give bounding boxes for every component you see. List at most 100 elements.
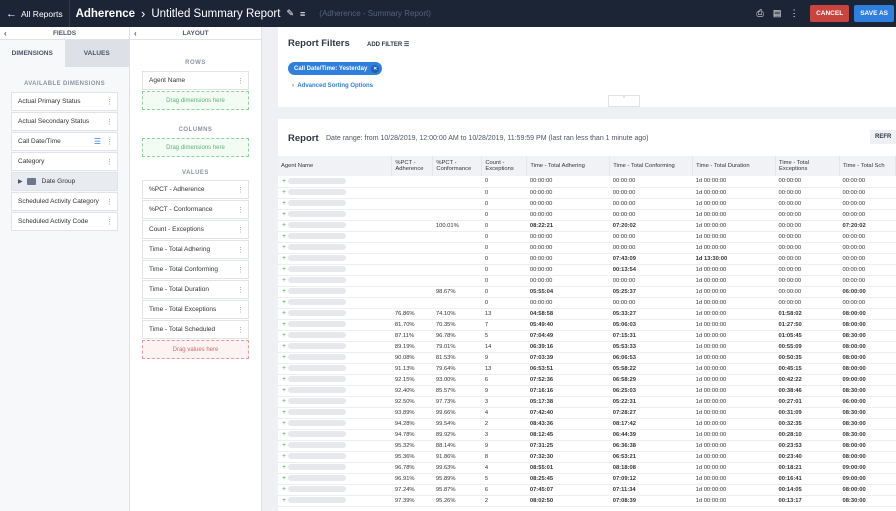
column-header[interactable]: Agent Name bbox=[278, 156, 393, 176]
expand-row-icon[interactable]: + bbox=[278, 231, 392, 243]
dimension-item[interactable]: Category ⋮ bbox=[11, 152, 118, 171]
expand-row-icon[interactable]: + bbox=[278, 297, 392, 309]
table-row[interactable]: + 0 00:00:00 00:00:00 1d 00:00:00 00:00:00 00… bbox=[278, 231, 896, 243]
drag-handle-icon[interactable]: ⋮ bbox=[237, 226, 244, 234]
refresh-button[interactable]: REFR bbox=[870, 130, 896, 144]
expand-row-icon[interactable]: + bbox=[278, 176, 392, 188]
table-row[interactable]: + 0 00:00:00 00:00:00 1d 00:00:00 00:00:00 00… bbox=[278, 275, 896, 287]
dimension-item[interactable]: Scheduled Activity Code ⋮ bbox=[11, 212, 118, 231]
value-item[interactable]: %PCT - Conformance ⋮ bbox=[142, 200, 249, 219]
expand-row-icon[interactable]: + bbox=[278, 187, 392, 199]
collapse-filters-tab[interactable]: ˆ bbox=[608, 95, 640, 107]
expand-row-icon[interactable]: + bbox=[278, 396, 392, 408]
drag-handle-icon[interactable]: ⋮ bbox=[237, 266, 244, 274]
expand-row-icon[interactable]: + bbox=[278, 473, 392, 485]
table-row[interactable]: + 0 00:00:00 00:13:54 1d 00:00:00 00:00:00 00… bbox=[278, 264, 896, 276]
table-row[interactable]: + 89.19% 79.01% 14 06:39:16 05:53:33 1d 00:00… bbox=[278, 341, 896, 353]
caret-right-icon[interactable]: ▶ bbox=[18, 179, 23, 185]
table-row[interactable]: + 81.70% 70.35% 7 05:49:40 05:06:03 1d 00:00:… bbox=[278, 319, 896, 331]
expand-row-icon[interactable]: + bbox=[278, 484, 392, 496]
expand-row-icon[interactable]: + bbox=[278, 407, 392, 419]
report-title[interactable]: Untitled Summary Report bbox=[151, 7, 281, 20]
printer-icon[interactable]: ⎙ bbox=[756, 8, 764, 18]
table-row[interactable]: + 87.11% 96.78% 5 07:04:49 07:15:31 1d 00:00:… bbox=[278, 330, 896, 342]
table-row[interactable]: + 94.78% 89.92% 3 08:12:45 06:44:39 1d 00:00:… bbox=[278, 429, 896, 441]
expand-row-icon[interactable]: + bbox=[278, 275, 392, 287]
collapse-left-icon[interactable]: ‹ bbox=[4, 29, 7, 38]
value-item[interactable]: Time - Total Exceptions ⋮ bbox=[142, 300, 249, 319]
kebab-icon[interactable]: ⋮ bbox=[789, 8, 799, 18]
all-reports-link[interactable]: ← All Reports bbox=[6, 8, 63, 20]
edit-description-icon[interactable]: ≡ bbox=[300, 8, 306, 19]
drag-handle-icon[interactable]: ⋮ bbox=[237, 77, 244, 85]
value-item[interactable]: Time - Total Duration ⋮ bbox=[142, 280, 249, 299]
expand-row-icon[interactable]: + bbox=[278, 253, 392, 265]
drag-handle-icon[interactable]: ⋮ bbox=[106, 98, 113, 106]
tab-dimensions[interactable]: DIMENSIONS bbox=[0, 40, 65, 67]
column-header[interactable]: %PCT - Conformance bbox=[432, 156, 483, 176]
dimension-group[interactable]: ▶ Date Group bbox=[11, 172, 118, 191]
drag-handle-icon[interactable]: ⋮ bbox=[237, 306, 244, 314]
expand-row-icon[interactable]: + bbox=[278, 495, 392, 507]
table-row[interactable]: + 98.67% 0 05:55:04 05:25:37 1d 00:00:00 00:0… bbox=[278, 286, 896, 298]
drag-handle-icon[interactable]: ⋮ bbox=[106, 118, 113, 126]
dimension-item[interactable]: Actual Secondary Status ⋮ bbox=[11, 112, 118, 131]
tab-values[interactable]: VALUES bbox=[64, 40, 129, 67]
filter-chip[interactable]: Call Date/Time: Yesterday ✕ bbox=[288, 62, 383, 75]
value-item[interactable]: Time - Total Adhering ⋮ bbox=[142, 240, 249, 259]
filter-icon[interactable]: ☰ bbox=[93, 137, 101, 146]
expand-row-icon[interactable]: + bbox=[278, 352, 392, 364]
column-header[interactable]: %PCT - Adherence bbox=[391, 156, 434, 176]
expand-row-icon[interactable]: + bbox=[278, 374, 392, 386]
pencil-icon[interactable]: ✎ bbox=[286, 8, 295, 18]
drag-handle-icon[interactable]: ⋮ bbox=[106, 158, 113, 166]
table-row[interactable]: + 91.13% 79.64% 13 06:53:51 05:58:22 1d 00:00… bbox=[278, 363, 896, 375]
table-row[interactable]: + 95.32% 88.14% 9 07:31:25 06:36:38 1d 00:00:… bbox=[278, 440, 896, 452]
drag-handle-icon[interactable]: ⋮ bbox=[237, 206, 244, 214]
drag-handle-icon[interactable]: ⋮ bbox=[237, 286, 244, 294]
save-as-button[interactable]: SAVE AS bbox=[854, 5, 894, 22]
table-row[interactable]: + 95.36% 91.86% 8 07:32:30 06:53:21 1d 00:00:… bbox=[278, 451, 896, 463]
column-header[interactable]: Time - Total Sch bbox=[839, 156, 896, 176]
rows-drop-zone[interactable]: Drag dimensions here bbox=[142, 91, 249, 110]
value-item[interactable]: %PCT - Adherence ⋮ bbox=[142, 180, 249, 199]
dimension-item[interactable]: Actual Primary Status ⋮ bbox=[11, 92, 118, 111]
collapse-left-icon[interactable]: ‹ bbox=[134, 29, 137, 38]
drag-handle-icon[interactable]: ⋮ bbox=[106, 198, 113, 206]
expand-row-icon[interactable]: + bbox=[278, 440, 392, 452]
add-filter-button[interactable]: ADD FILTER ☰ bbox=[364, 39, 412, 50]
table-row[interactable]: + 0 00:00:00 00:00:00 1d 00:00:00 00:00:00 00… bbox=[278, 187, 896, 199]
column-header[interactable]: Time - Total Duration bbox=[692, 156, 777, 176]
expand-row-icon[interactable]: + bbox=[278, 363, 392, 375]
table-row[interactable]: + 93.89% 99.66% 4 07:42:40 07:28:27 1d 00:00:… bbox=[278, 407, 896, 419]
value-item[interactable]: Time - Total Scheduled ⋮ bbox=[142, 320, 249, 339]
table-row[interactable]: + 0 00:00:00 07:43:09 1d 13:30:00 00:00:00 00… bbox=[278, 253, 896, 265]
column-header[interactable]: Time - Total Adhering bbox=[526, 156, 611, 176]
table-row[interactable]: + 0 00:00:00 00:00:00 1d 00:00:00 00:00:00 00… bbox=[278, 242, 896, 254]
table-row[interactable]: + 92.40% 85.57% 9 07:16:16 06:25:03 1d 00:00:… bbox=[278, 385, 896, 397]
table-row[interactable]: + 92.50% 97.73% 3 05:17:38 05:22:31 1d 00:00:… bbox=[278, 396, 896, 408]
columns-drop-zone[interactable]: Drag dimensions here bbox=[142, 138, 249, 157]
table-row[interactable]: + 0 00:00:00 00:00:00 1d 00:00:00 00:00:00 00… bbox=[278, 176, 896, 188]
expand-row-icon[interactable]: + bbox=[278, 220, 392, 232]
value-item[interactable]: Time - Total Conforming ⋮ bbox=[142, 260, 249, 279]
table-row[interactable]: + 0 00:00:00 00:00:00 1d 00:00:00 00:00:00 00… bbox=[278, 198, 896, 210]
expand-row-icon[interactable]: + bbox=[278, 330, 392, 342]
expand-row-icon[interactable]: + bbox=[278, 429, 392, 441]
drag-handle-icon[interactable]: ⋮ bbox=[237, 246, 244, 254]
table-row[interactable]: + 0 00:00:00 00:00:00 1d 00:00:00 00:00:00 00… bbox=[278, 297, 896, 309]
column-header[interactable]: Time - Total Conforming bbox=[609, 156, 694, 176]
table-row[interactable]: + 90.08% 81.53% 9 07:03:39 06:06:53 1d 00:00:… bbox=[278, 352, 896, 364]
drag-handle-icon[interactable]: ⋮ bbox=[237, 186, 244, 194]
table-row[interactable]: + 92.15% 93.00% 6 07:52:36 06:58:29 1d 00:00:… bbox=[278, 374, 896, 386]
expand-row-icon[interactable]: + bbox=[278, 286, 392, 298]
expand-row-icon[interactable]: + bbox=[278, 418, 392, 430]
cancel-button[interactable]: CANCEL bbox=[810, 5, 850, 22]
table-row[interactable]: + 94.28% 99.54% 2 08:43:36 08:17:42 1d 00:00:… bbox=[278, 418, 896, 430]
row-item[interactable]: Agent Name ⋮ bbox=[142, 71, 249, 90]
expand-row-icon[interactable]: + bbox=[278, 198, 392, 210]
column-header[interactable]: Count - Exceptions bbox=[481, 156, 528, 176]
column-header[interactable]: Time - Total Exceptions bbox=[775, 156, 840, 176]
expand-row-icon[interactable]: + bbox=[278, 264, 392, 276]
expand-row-icon[interactable]: + bbox=[278, 341, 392, 353]
